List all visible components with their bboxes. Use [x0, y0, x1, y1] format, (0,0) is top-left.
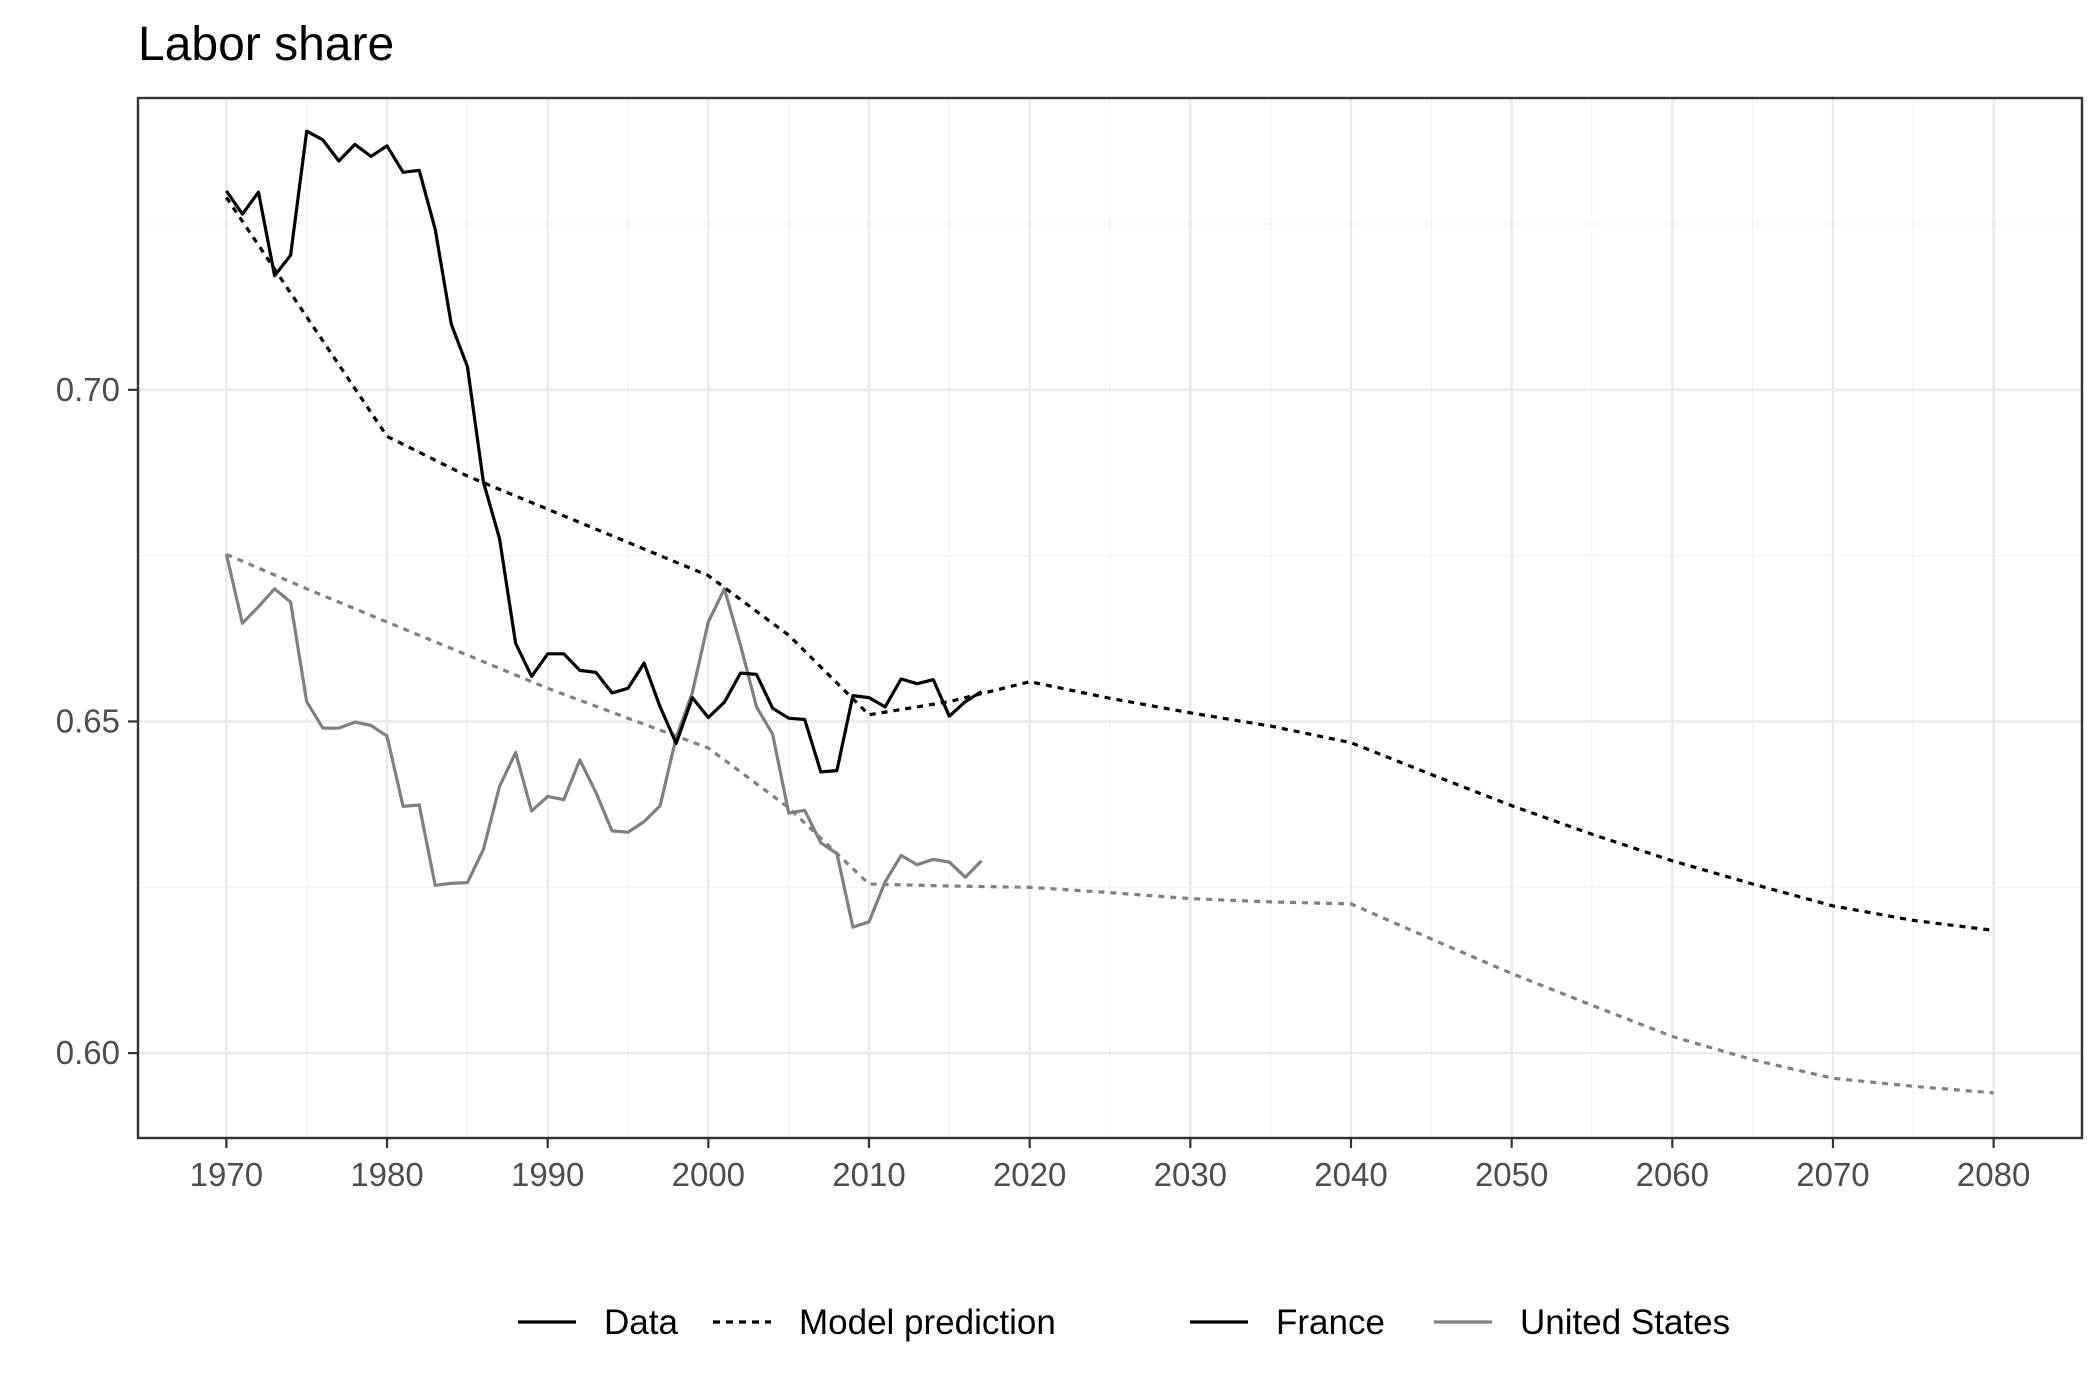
legend-label: United States — [1520, 1303, 1730, 1342]
series-united-states-model-prediction — [225, 552, 1994, 1095]
x-tick-label: 2060 — [1636, 1156, 1709, 1193]
chart-title: Labor share — [138, 18, 394, 71]
x-tick-label: 1990 — [511, 1156, 584, 1193]
x-tick-label: 2070 — [1796, 1156, 1869, 1193]
x-tick-label: 2000 — [672, 1156, 745, 1193]
x-tick-label: 2010 — [832, 1156, 905, 1193]
x-tick-label: 2040 — [1314, 1156, 1387, 1193]
legend: Data Model prediction France United States — [518, 1303, 1730, 1342]
x-tick-label: 2050 — [1475, 1156, 1548, 1193]
y-tick-label: 0.70 — [56, 371, 120, 408]
axes: 1970 1980 1990 2000 2010 2020 2030 2040 2050 2060… — [56, 371, 2031, 1193]
grid-lines — [138, 98, 2082, 1138]
series-france-model-prediction — [225, 196, 1994, 932]
x-tick-label: 2020 — [993, 1156, 1066, 1193]
series-france-data — [225, 129, 983, 774]
legend-label: Data — [604, 1303, 678, 1342]
x-tick-label: 2030 — [1154, 1156, 1227, 1193]
y-tick-label: 0.60 — [56, 1034, 120, 1071]
series-united-states-data — [224, 553, 983, 929]
x-tick-label: 1980 — [350, 1156, 423, 1193]
x-tick-label: 2080 — [1957, 1156, 2030, 1193]
legend-item-data: Data — [518, 1303, 678, 1342]
legend-label: France — [1276, 1303, 1385, 1342]
y-tick-label: 0.65 — [56, 702, 120, 739]
panel-border — [136, 96, 2084, 1140]
legend-label: Model prediction — [799, 1303, 1056, 1342]
legend-item-france: France — [1190, 1303, 1385, 1342]
legend-item-united-states: United States — [1434, 1303, 1730, 1342]
legend-item-model-prediction: Model prediction — [713, 1303, 1056, 1342]
x-tick-label: 1970 — [190, 1156, 263, 1193]
series-lines — [224, 129, 1994, 1095]
